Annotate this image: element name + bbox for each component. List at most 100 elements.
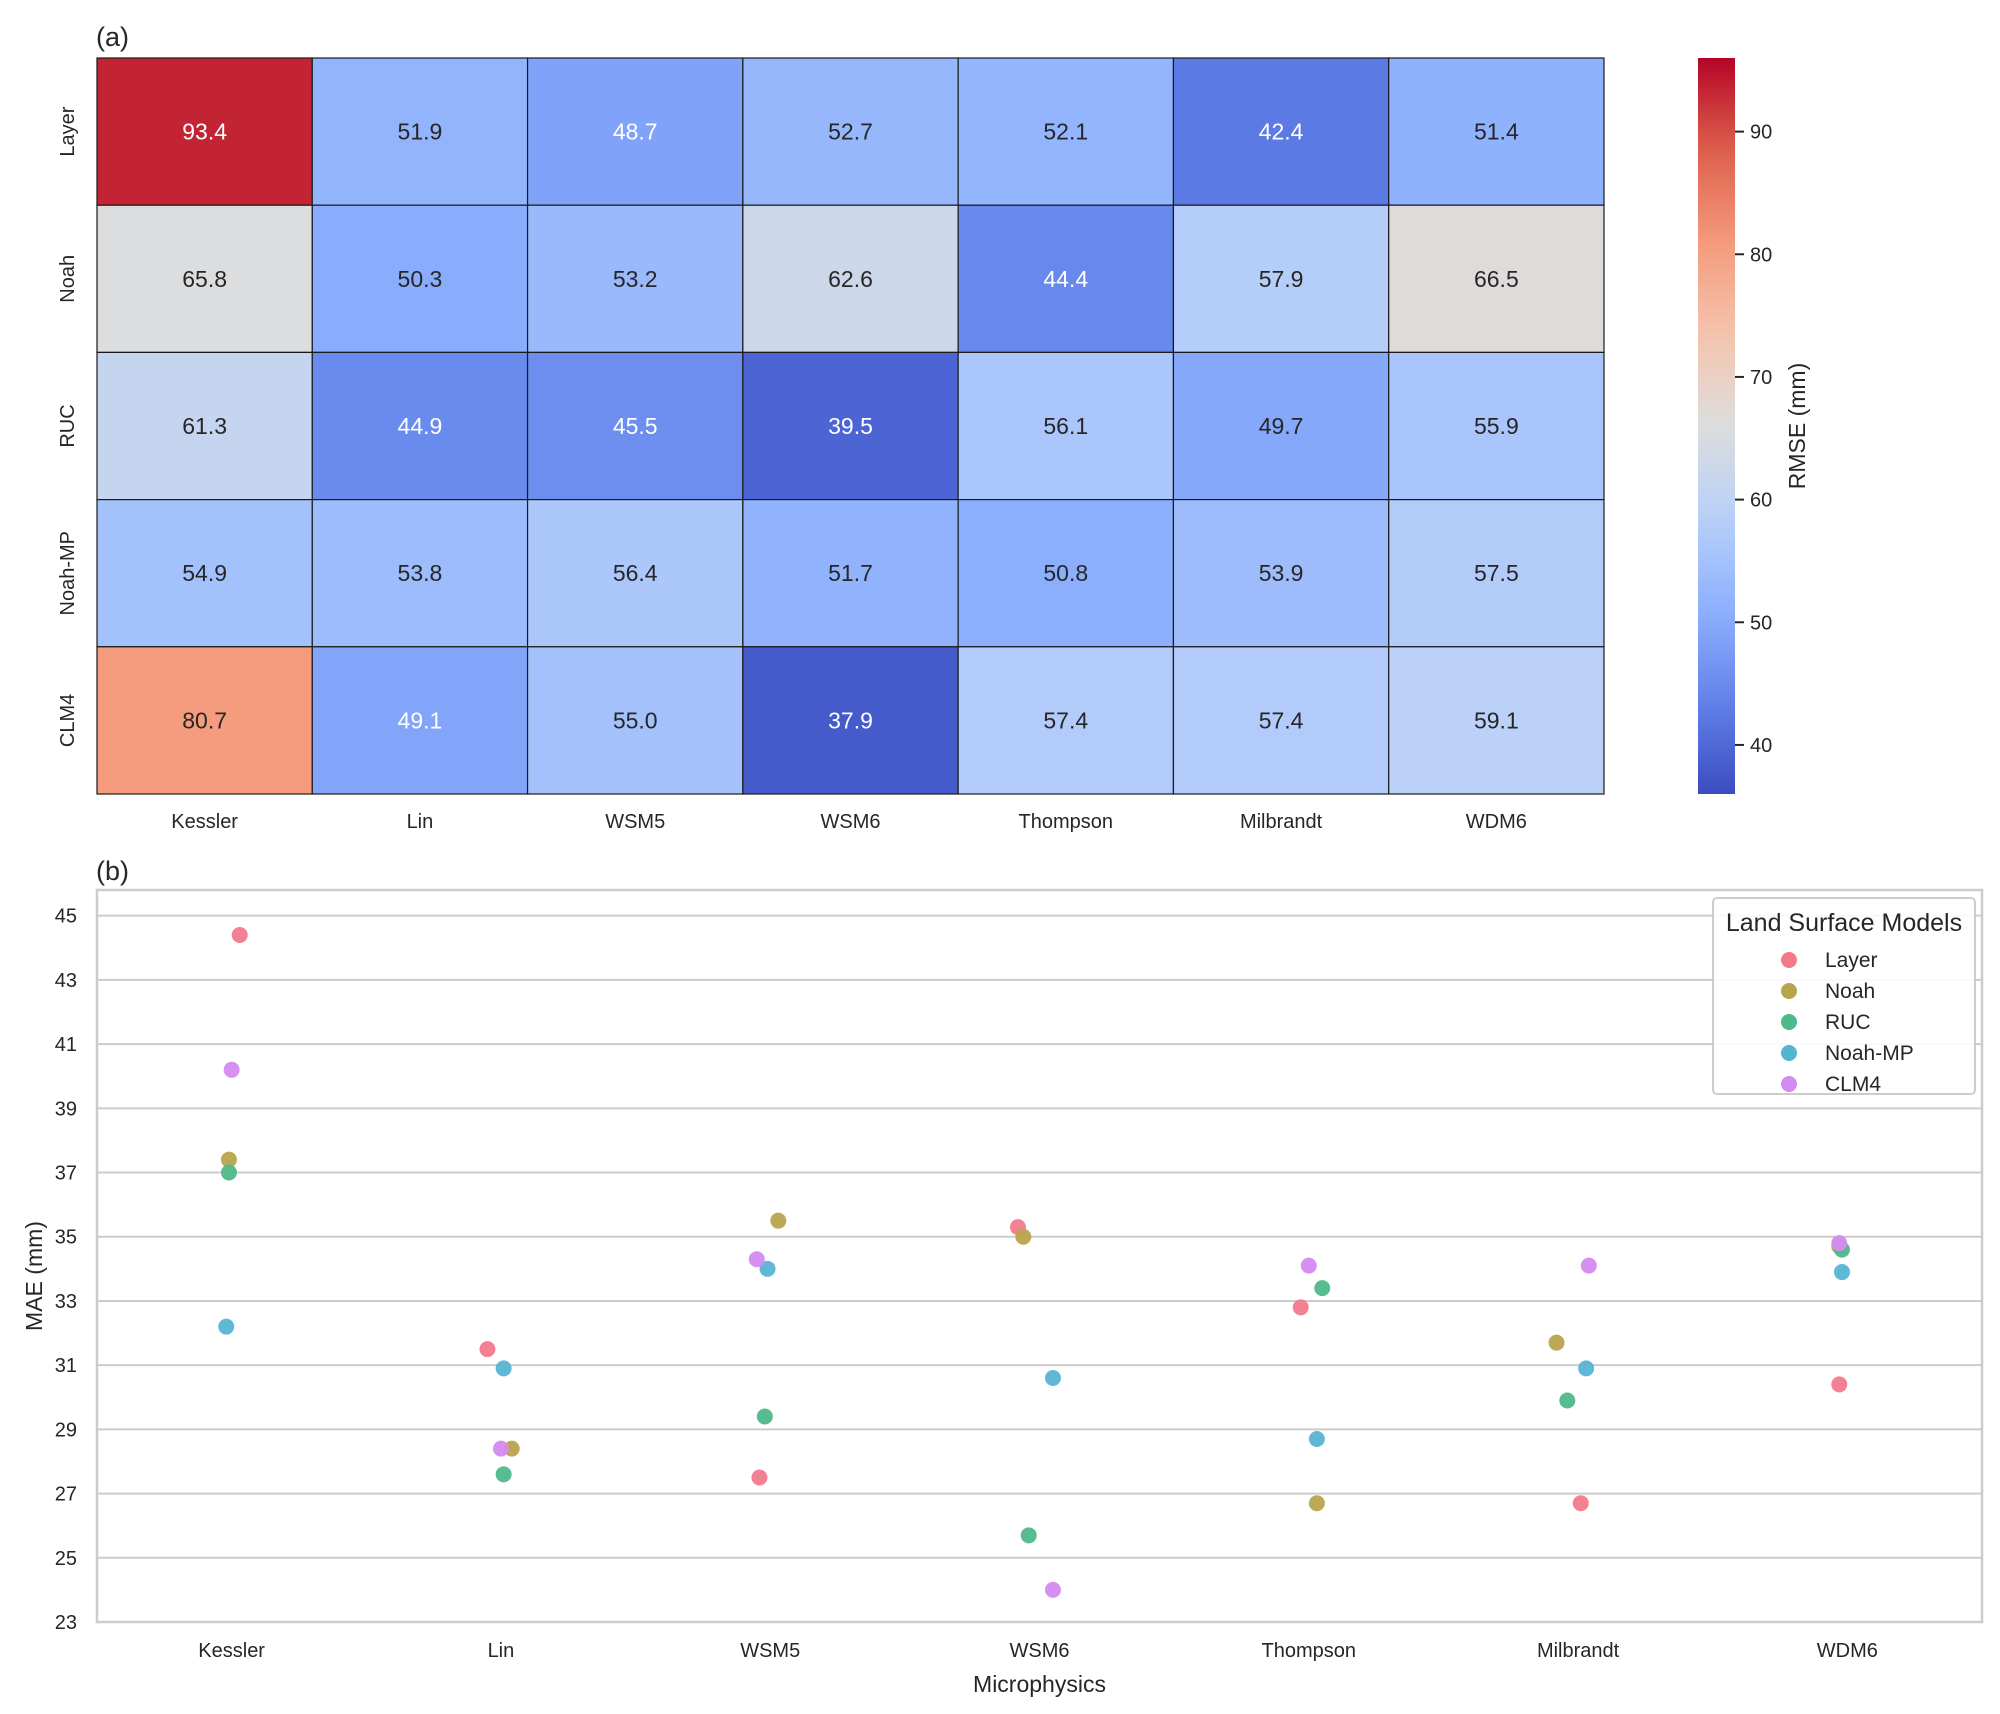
y-tick-label: 29 <box>55 1419 77 1441</box>
heatmap-cells: 93.4 51.9 48.7 52.7 52.1 42.4 51.4 65.8 50.3 53.2… <box>96 57 1605 795</box>
heatmap-cell <box>526 57 744 206</box>
data-point-layer <box>1831 1376 1848 1393</box>
data-point-clm4 <box>1580 1257 1597 1274</box>
x-tick-label: Kessler <box>198 1640 265 1662</box>
heatmap-cell-value: 52.7 <box>828 119 873 145</box>
heatmap-x-tick-labels: Kessler Lin WSM5 WSM6 Thompson Milbrandt WDM6 <box>171 811 1527 833</box>
data-point-ruc <box>756 1408 773 1425</box>
heatmap-x-tick-label: WDM6 <box>1466 811 1527 833</box>
heatmap-cell-value: 57.4 <box>1043 707 1088 733</box>
data-point-noah-mp <box>1578 1360 1595 1377</box>
heatmap-cell-value: 80.7 <box>182 707 227 733</box>
heatmap-cell <box>311 57 529 206</box>
data-point-ruc <box>1559 1392 1576 1409</box>
heatmap-x-tick-label: Lin <box>407 811 434 833</box>
legend-marker <box>1781 952 1797 968</box>
heatmap-cell <box>742 499 959 648</box>
heatmap-cell-value: 55.9 <box>1474 413 1519 439</box>
heatmap-cell <box>1172 646 1390 795</box>
data-point-clm4 <box>748 1251 765 1268</box>
data-point-noah-mp <box>1044 1370 1061 1386</box>
y-tick-label: 45 <box>55 906 77 928</box>
heatmap-cell <box>1172 57 1390 206</box>
data-point-noah-mp <box>1308 1431 1325 1447</box>
data-point-ruc <box>1020 1527 1037 1544</box>
heatmap-cell <box>1388 57 1605 206</box>
heatmap-cell <box>957 57 1175 206</box>
heatmap-cell-value: 53.9 <box>1259 560 1304 586</box>
legend-label: Noah <box>1825 980 1875 1003</box>
heatmap-cell-value: 62.6 <box>828 266 873 292</box>
y-tick-label: 43 <box>55 970 77 992</box>
data-point-noah <box>1548 1334 1565 1351</box>
heatmap-cell-value: 51.4 <box>1474 119 1519 145</box>
data-point-layer <box>1572 1495 1589 1512</box>
heatmap-cell <box>96 499 313 648</box>
legend-label: Layer <box>1825 949 1878 972</box>
heatmap-cell <box>957 204 1175 353</box>
heatmap-cell <box>311 499 529 648</box>
heatmap-cell-value: 48.7 <box>613 119 658 145</box>
heatmap-cell <box>742 57 959 206</box>
legend-item: Layer <box>1781 949 1878 972</box>
heatmap-cell-value: 52.1 <box>1043 119 1088 145</box>
y-tick-label: 23 <box>55 1612 77 1634</box>
heatmap-cell-value: 45.5 <box>613 413 658 439</box>
heatmap-y-tick-label: RUC <box>57 404 79 447</box>
legend-item: RUC <box>1781 1011 1871 1034</box>
heatmap-panel: (a) 93.4 51.9 48.7 52.7 52.1 42.4 51.4 65.8 50.3… <box>57 22 1810 833</box>
heatmap-cell <box>526 204 744 353</box>
data-point-ruc <box>220 1164 237 1181</box>
heatmap-cell <box>526 351 744 501</box>
y-tick-label: 25 <box>55 1548 77 1570</box>
data-point-noah <box>1015 1228 1032 1245</box>
y-tick-label: 39 <box>55 1098 77 1120</box>
heatmap-cell <box>1388 351 1605 501</box>
legend-marker <box>1781 983 1797 999</box>
legend-label: RUC <box>1825 1011 1871 1034</box>
heatmap-x-tick-label: Kessler <box>171 811 238 833</box>
legend-marker <box>1781 1045 1797 1061</box>
heatmap-cell-value: 66.5 <box>1474 266 1519 292</box>
x-tick-label: Thompson <box>1262 1640 1357 1662</box>
data-point-clm4 <box>1831 1235 1848 1252</box>
heatmap-cell-value: 55.0 <box>613 707 658 733</box>
legend-items: Layer Noah RUC Noah-MP CLM4 <box>1781 949 1914 1096</box>
heatmap-y-tick-label: CLM4 <box>57 694 79 747</box>
heatmap-cell <box>526 646 744 795</box>
heatmap-x-tick-label: WSM5 <box>605 811 665 833</box>
heatmap-cell <box>1388 204 1605 353</box>
heatmap-cell-value: 57.9 <box>1259 266 1304 292</box>
data-point-noah-mp <box>759 1260 776 1277</box>
heatmap-cell-value: 65.8 <box>182 266 227 292</box>
heatmap-cell <box>1172 351 1390 501</box>
colorbar <box>1698 58 1735 794</box>
heatmap-cell <box>1172 204 1390 353</box>
scatter-panel: (b) 23 25 27 29 31 33 35 37 39 41 43 45 Kessler Lin W… <box>21 856 1984 1697</box>
panel-label-b: (b) <box>96 856 129 886</box>
heatmap-y-tick-label: Noah <box>57 255 79 303</box>
heatmap-cell-value: 44.9 <box>398 413 443 439</box>
colorbar-tick-label: 70 <box>1750 367 1772 389</box>
data-point-layer <box>231 926 248 943</box>
heatmap-cell-value: 59.1 <box>1474 707 1519 733</box>
heatmap-cell-value: 50.8 <box>1043 560 1088 586</box>
heatmap-x-tick-label: WSM6 <box>821 811 881 833</box>
heatmap-x-tick-label: Thompson <box>1019 811 1114 833</box>
legend-title: Land Surface Models <box>1726 909 1962 937</box>
legend: Land Surface Models Layer Noah RUC Noah-MP C… <box>1712 897 1976 1096</box>
heatmap-y-tick-label: Layer <box>57 106 79 156</box>
y-tick-label: 27 <box>55 1484 77 1506</box>
data-point-layer <box>751 1469 768 1486</box>
y-axis-title: MAE (mm) <box>21 1221 47 1331</box>
heatmap-cell-value: 93.4 <box>182 119 227 145</box>
colorbar-tick-label: 60 <box>1750 490 1772 512</box>
heatmap-cell-value: 57.5 <box>1474 560 1519 586</box>
y-tick-label: 31 <box>55 1355 77 1377</box>
data-point-clm4 <box>1300 1257 1317 1274</box>
y-tick-label: 35 <box>55 1227 77 1249</box>
heatmap-cell-value: 51.7 <box>828 560 873 586</box>
y-tick-label: 37 <box>55 1163 77 1185</box>
heatmap-cell <box>1388 646 1605 795</box>
